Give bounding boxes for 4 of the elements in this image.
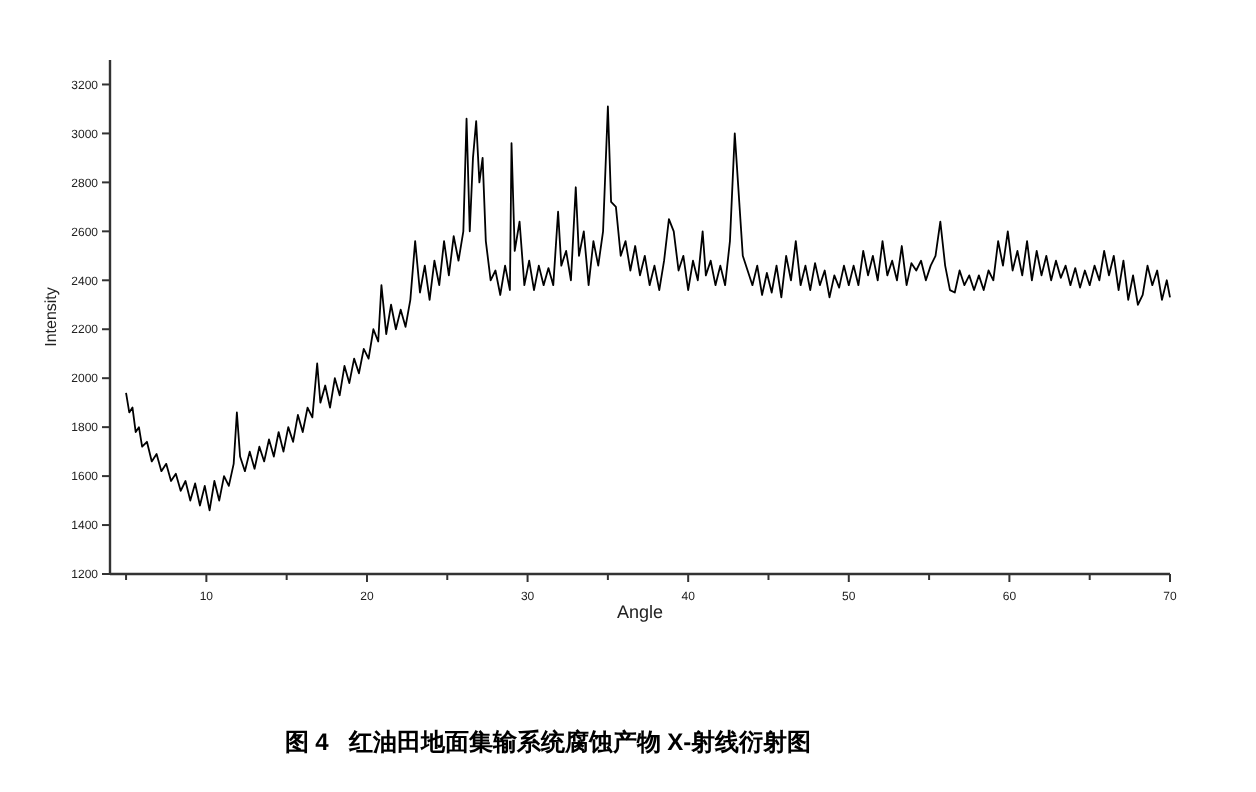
line-series <box>125 105 1171 512</box>
y-axis-title: Intensity <box>42 287 60 347</box>
caption: 图 4 红油田地面集输系统腐蚀产物 X-射线衍射图 <box>284 728 812 756</box>
x-axis-title: Angle <box>616 602 664 622</box>
